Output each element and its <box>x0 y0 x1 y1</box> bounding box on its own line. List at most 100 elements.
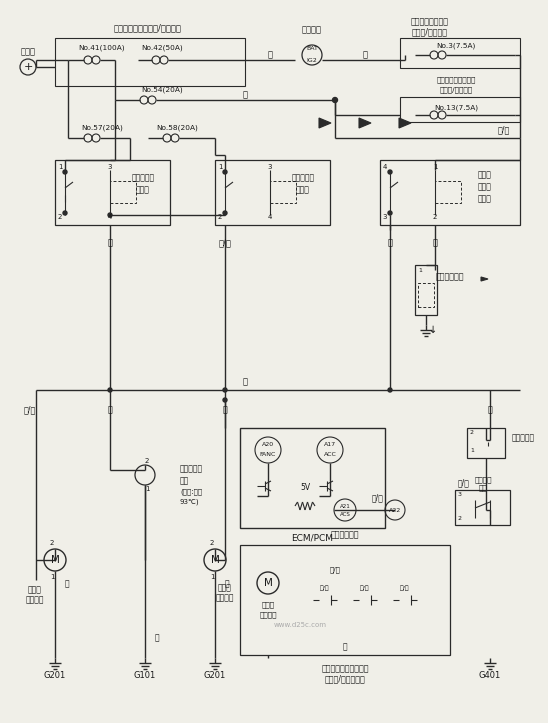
Text: No.3(7.5A): No.3(7.5A) <box>436 43 476 49</box>
Text: 93℃): 93℃) <box>180 499 199 505</box>
Text: 黄/绿: 黄/绿 <box>329 567 340 573</box>
Text: 加热器控制板: 加热器控制板 <box>331 531 359 539</box>
Text: G401: G401 <box>479 672 501 680</box>
Text: 黑: 黑 <box>155 633 159 643</box>
Circle shape <box>388 388 392 392</box>
Text: M: M <box>264 578 272 588</box>
Text: 空调二极管: 空调二极管 <box>512 434 535 442</box>
Bar <box>467 428 505 458</box>
Polygon shape <box>359 118 371 128</box>
Bar <box>418 283 434 307</box>
Text: 散热器风扇: 散热器风扇 <box>180 464 203 474</box>
Bar <box>215 160 330 225</box>
Circle shape <box>108 213 112 217</box>
Text: 1: 1 <box>433 164 437 170</box>
Text: 压缩机: 压缩机 <box>478 171 492 179</box>
Text: 黑/黄: 黑/黄 <box>400 585 410 591</box>
Circle shape <box>223 388 227 392</box>
Text: 冷凝器: 冷凝器 <box>218 583 232 593</box>
Text: No.13(7.5A): No.13(7.5A) <box>434 105 478 111</box>
Text: 蓄电池: 蓄电池 <box>20 48 36 56</box>
Polygon shape <box>481 277 488 281</box>
Circle shape <box>63 211 67 215</box>
Text: 绿: 绿 <box>243 377 248 387</box>
Text: 继电器: 继电器 <box>478 194 492 203</box>
Text: 2: 2 <box>433 214 437 220</box>
Text: 2: 2 <box>458 515 462 521</box>
Text: 散热器: 散热器 <box>28 586 42 594</box>
Text: 4: 4 <box>383 164 387 170</box>
Circle shape <box>63 170 67 174</box>
Text: 绿: 绿 <box>222 406 227 414</box>
Text: 驾驶员侧仪表板下: 驾驶员侧仪表板下 <box>411 17 449 27</box>
Text: www.d25c.com: www.d25c.com <box>273 622 327 628</box>
Text: 红: 红 <box>387 239 392 247</box>
Text: 3: 3 <box>108 164 112 170</box>
Text: FANC: FANC <box>260 453 276 458</box>
Text: 在前排乘客侧仪表板下: 在前排乘客侧仪表板下 <box>321 664 369 674</box>
Text: 发动机室盖下保险丝/继电器盒: 发动机室盖下保险丝/继电器盒 <box>114 24 182 33</box>
Text: 风扇电机: 风扇电机 <box>216 594 234 602</box>
Text: 保险丝/继电器盒: 保险丝/继电器盒 <box>439 87 472 93</box>
Text: 开关: 开关 <box>180 476 189 486</box>
Circle shape <box>388 170 392 174</box>
Bar <box>380 160 520 225</box>
Text: 1: 1 <box>218 164 222 170</box>
Text: 开关: 开关 <box>478 484 487 492</box>
Text: 2: 2 <box>145 458 149 464</box>
Text: G101: G101 <box>134 672 156 680</box>
Text: 红: 红 <box>432 239 437 247</box>
Text: 点火开关: 点火开关 <box>302 25 322 35</box>
Text: 绿: 绿 <box>107 239 112 247</box>
Bar <box>270 181 296 203</box>
Text: 2: 2 <box>210 540 214 546</box>
Text: G201: G201 <box>204 672 226 680</box>
Text: 1: 1 <box>418 268 422 273</box>
Text: 3: 3 <box>458 492 462 497</box>
Text: 散热器风扇: 散热器风扇 <box>132 174 155 182</box>
Circle shape <box>223 398 227 402</box>
Text: A22: A22 <box>389 508 401 513</box>
Text: 风扇电机: 风扇电机 <box>259 612 277 618</box>
Text: BAT: BAT <box>306 46 318 51</box>
Text: G201: G201 <box>44 672 66 680</box>
Text: A17: A17 <box>324 442 336 448</box>
Text: 2: 2 <box>470 430 474 435</box>
Text: 压缩机离合器: 压缩机离合器 <box>436 273 464 281</box>
Text: M: M <box>50 555 59 565</box>
Bar <box>240 545 450 655</box>
Text: ↓: ↓ <box>429 325 437 335</box>
Text: No.57(20A): No.57(20A) <box>81 125 123 132</box>
Text: 蓝/红: 蓝/红 <box>371 494 383 502</box>
Bar <box>415 265 437 315</box>
Text: M: M <box>210 555 219 565</box>
Text: IG2: IG2 <box>307 58 317 62</box>
Text: 前排乘客侧仪表板下: 前排乘客侧仪表板下 <box>436 77 476 83</box>
Bar <box>55 160 170 225</box>
Bar <box>110 181 136 203</box>
Text: +: + <box>24 62 33 72</box>
Bar <box>435 181 461 203</box>
Text: 白: 白 <box>267 51 272 59</box>
Text: No.42(50A): No.42(50A) <box>141 45 183 51</box>
Bar <box>400 38 520 68</box>
Bar <box>400 97 520 122</box>
Text: 保险丝/继电器盒: 保险丝/继电器盒 <box>412 27 448 36</box>
Text: 空调压力: 空调压力 <box>474 476 492 483</box>
Circle shape <box>388 211 392 215</box>
Text: A21: A21 <box>340 503 350 508</box>
Text: 白/黄: 白/黄 <box>360 585 370 591</box>
Text: 绿: 绿 <box>488 406 492 414</box>
Text: (关闭:高于: (关闭:高于 <box>180 489 202 495</box>
Text: 冷凝器: 冷凝器 <box>261 602 275 608</box>
Text: 黑: 黑 <box>65 580 70 589</box>
Text: 2: 2 <box>58 214 62 220</box>
Circle shape <box>223 211 227 215</box>
Circle shape <box>108 388 112 392</box>
Bar <box>240 428 385 528</box>
Text: 离合器: 离合器 <box>478 182 492 192</box>
Text: 2: 2 <box>50 540 54 546</box>
Text: 黑/黄: 黑/黄 <box>498 126 510 134</box>
Text: 2: 2 <box>218 214 222 220</box>
Text: 1: 1 <box>470 448 474 453</box>
